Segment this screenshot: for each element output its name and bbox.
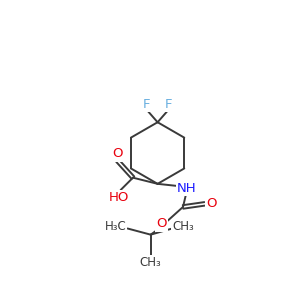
Text: CH₃: CH₃ xyxy=(140,256,161,269)
Text: O: O xyxy=(206,197,217,210)
Text: NH: NH xyxy=(177,182,197,195)
Text: F: F xyxy=(143,98,151,111)
Text: O: O xyxy=(156,218,167,230)
Text: HO: HO xyxy=(109,191,129,204)
Text: CH₃: CH₃ xyxy=(172,220,194,233)
Text: H₃C: H₃C xyxy=(104,220,126,233)
Text: F: F xyxy=(165,98,172,111)
Text: O: O xyxy=(112,147,123,160)
